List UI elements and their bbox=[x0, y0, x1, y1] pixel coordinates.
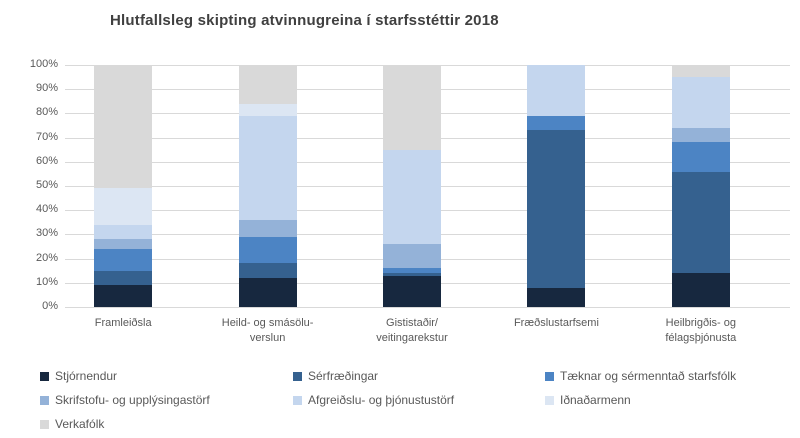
bar-segment bbox=[94, 65, 153, 189]
bar-segment bbox=[238, 236, 297, 264]
bar-segment bbox=[671, 273, 730, 307]
x-category-label: Heild- og smásölu-verslun bbox=[195, 316, 339, 346]
bar-segment bbox=[238, 103, 297, 116]
bars-area bbox=[51, 65, 773, 307]
legend-item: Verkafólk bbox=[40, 416, 293, 432]
bar-segment bbox=[94, 188, 153, 225]
chart-title: Hlutfallsleg skipting atvinnugreina í st… bbox=[110, 12, 499, 29]
stacked-bar bbox=[671, 65, 730, 307]
legend-item: Sérfræðingar bbox=[293, 368, 545, 384]
bar-segment bbox=[671, 171, 730, 274]
stacked-bar bbox=[238, 65, 297, 307]
legend-swatch-icon bbox=[40, 395, 49, 405]
y-tick-label: 40% bbox=[35, 203, 58, 216]
legend-item: Tæknar og sérmenntað starfsfólk bbox=[545, 368, 792, 384]
bar-segment bbox=[94, 285, 153, 307]
y-tick-label: 50% bbox=[35, 179, 58, 191]
y-tick-label: 100% bbox=[29, 58, 58, 70]
stacked-bar bbox=[527, 65, 586, 307]
y-tick-label: 60% bbox=[35, 154, 58, 167]
bar-segment bbox=[383, 268, 442, 274]
bar-slot bbox=[484, 65, 628, 307]
legend-item: Iðnaðarmenn bbox=[545, 392, 792, 408]
legend-swatch-icon bbox=[545, 371, 554, 381]
legend: Stjórnendur Sérfræðingar Tæknar og sérmenn… bbox=[40, 368, 792, 432]
bar-slot bbox=[340, 65, 484, 307]
bar-segment bbox=[671, 77, 730, 128]
bar-segment bbox=[94, 270, 153, 286]
legend-label: Sérfræðingar bbox=[308, 369, 379, 383]
x-category-label-line: Heilbrigðis- og bbox=[665, 317, 736, 329]
x-category-label: Framleiðsla bbox=[51, 316, 195, 346]
stacked-bar bbox=[383, 65, 442, 307]
bar-segment bbox=[527, 115, 586, 131]
bar-segment bbox=[527, 287, 586, 307]
bar-segment bbox=[527, 130, 586, 288]
x-category-label-line: veitingarekstur bbox=[376, 332, 448, 344]
y-tick-label: 80% bbox=[35, 106, 58, 119]
bar-segment bbox=[671, 65, 730, 78]
legend-item: Stjórnendur bbox=[40, 368, 293, 384]
x-category-label: Fræðslustarfsemi bbox=[484, 316, 628, 346]
y-tick-label: 90% bbox=[35, 82, 58, 95]
x-category-label-line: verslun bbox=[249, 332, 286, 344]
bar-segment bbox=[94, 224, 153, 240]
stacked-bar bbox=[94, 65, 153, 307]
legend-swatch-icon bbox=[40, 419, 49, 429]
legend-item: Afgreiðslu- og þjónustustörf bbox=[293, 392, 545, 408]
gridline bbox=[65, 307, 790, 308]
x-category-label-line: Fræðslustarfsemi bbox=[513, 317, 599, 329]
bar-segment bbox=[383, 65, 442, 150]
bar-segment bbox=[671, 127, 730, 143]
bar-segment bbox=[383, 149, 442, 245]
x-category-label-line: Framleiðsla bbox=[94, 317, 152, 329]
x-category-label-line: félagsþjónusta bbox=[665, 332, 737, 344]
bar-segment bbox=[671, 142, 730, 172]
bar-segment bbox=[238, 65, 297, 104]
legend-label: Iðnaðarmenn bbox=[560, 393, 631, 407]
legend-item: Skrifstofu- og upplýsingastörf bbox=[40, 392, 293, 408]
bar-segment bbox=[238, 277, 297, 307]
bar-segment bbox=[527, 65, 586, 116]
legend-swatch-icon bbox=[40, 371, 49, 381]
x-axis: Framleiðsla Heild- og smásölu-verslun Gist… bbox=[51, 316, 773, 346]
y-tick-label: 30% bbox=[35, 227, 58, 240]
bar-segment bbox=[94, 248, 153, 271]
legend-label: Afgreiðslu- og þjónustustörf bbox=[308, 393, 455, 407]
legend-swatch-icon bbox=[293, 371, 302, 381]
bar-segment bbox=[383, 244, 442, 269]
legend-label: Stjórnendur bbox=[55, 369, 118, 383]
bar-segment bbox=[383, 273, 442, 276]
bar-segment bbox=[238, 115, 297, 220]
y-tick-label: 20% bbox=[35, 251, 58, 264]
bar-segment bbox=[94, 239, 153, 249]
legend-swatch-icon bbox=[293, 395, 302, 405]
legend-label: Skrifstofu- og upplýsingastörf bbox=[55, 393, 210, 407]
y-tick-label: 0% bbox=[42, 300, 58, 312]
bar-slot bbox=[195, 65, 339, 307]
x-category-label: Heilbrigðis- og félagsþjónusta bbox=[629, 316, 773, 346]
legend-label: Verkafólk bbox=[55, 417, 105, 431]
bar-slot bbox=[51, 65, 195, 307]
bar-segment bbox=[238, 219, 297, 237]
x-category-label: Gististaðir/veitingarekstur bbox=[340, 316, 484, 346]
bar-segment bbox=[383, 275, 442, 307]
x-category-label-line: Gististaðir/ bbox=[386, 317, 438, 329]
y-tick-label: 10% bbox=[35, 275, 58, 288]
x-category-label-line: Heild- og smásölu- bbox=[221, 317, 314, 329]
bar-slot bbox=[629, 65, 773, 307]
legend-swatch-icon bbox=[545, 395, 554, 405]
bar-segment bbox=[238, 263, 297, 278]
y-tick-label: 70% bbox=[35, 130, 58, 143]
legend-label: Tæknar og sérmenntað starfsfólk bbox=[560, 369, 737, 383]
